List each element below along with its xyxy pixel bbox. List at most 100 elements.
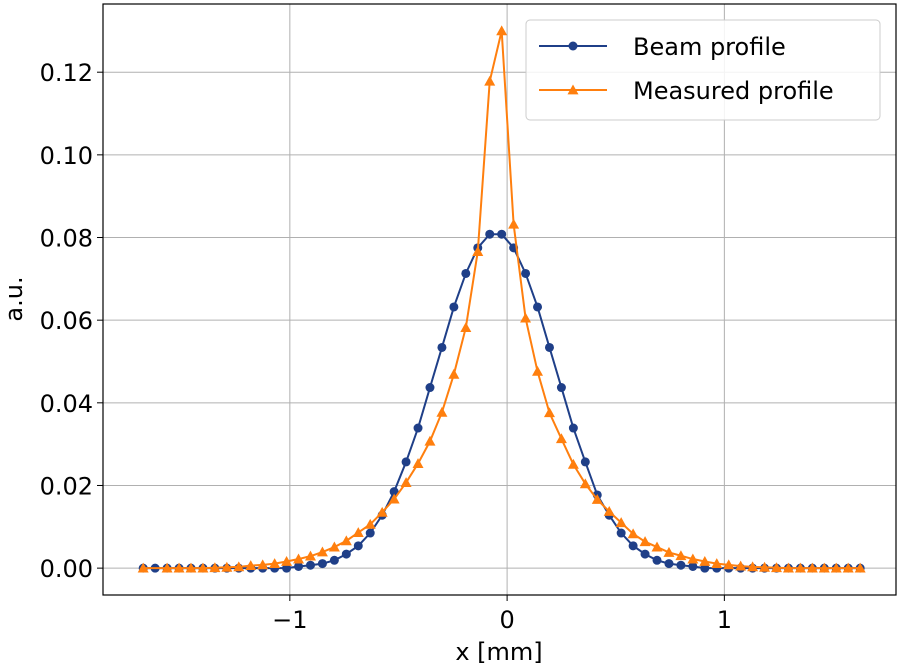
data-point bbox=[413, 423, 423, 433]
data-point bbox=[137, 562, 149, 573]
data-point bbox=[328, 541, 340, 552]
series-line bbox=[143, 233, 861, 570]
data-point bbox=[437, 342, 447, 352]
data-point bbox=[568, 423, 578, 433]
data-point bbox=[221, 561, 233, 572]
data-point bbox=[304, 550, 316, 561]
data-point bbox=[484, 75, 496, 86]
data-point bbox=[616, 528, 626, 538]
data-point bbox=[185, 562, 197, 573]
data-point bbox=[388, 493, 400, 504]
data-point bbox=[830, 562, 842, 573]
data-point bbox=[676, 560, 686, 570]
data-point bbox=[640, 549, 650, 559]
data-point bbox=[257, 559, 269, 570]
series-beam-profile bbox=[138, 229, 865, 573]
x-tick-label: −1 bbox=[272, 606, 307, 634]
data-point bbox=[389, 487, 399, 497]
data-point bbox=[269, 558, 281, 568]
data-point bbox=[497, 229, 507, 239]
y-tick-label: 0.10 bbox=[40, 142, 93, 170]
data-point bbox=[533, 302, 543, 312]
data-point bbox=[688, 561, 698, 571]
data-point bbox=[197, 562, 209, 573]
data-point bbox=[579, 478, 591, 489]
data-point bbox=[556, 383, 566, 393]
axis-ticks: −1 0 1 0.00 0.02 0.04 0.06 0.08 0.10 0.12 bbox=[40, 59, 732, 634]
data-point bbox=[425, 383, 435, 393]
data-point bbox=[364, 518, 376, 529]
y-tick-label: 0.06 bbox=[40, 307, 93, 335]
data-point bbox=[520, 312, 532, 323]
data-point bbox=[305, 560, 315, 570]
plot-area-frame bbox=[102, 3, 897, 596]
data-point bbox=[782, 562, 794, 573]
data-point bbox=[735, 560, 747, 571]
data-point bbox=[759, 561, 771, 572]
data-point bbox=[818, 562, 830, 573]
data-point bbox=[376, 506, 388, 517]
data-point bbox=[664, 559, 674, 569]
y-tick-label: 0.08 bbox=[40, 225, 93, 253]
data-point bbox=[580, 457, 590, 467]
data-point bbox=[555, 433, 567, 444]
data-point bbox=[353, 541, 363, 551]
data-point bbox=[543, 407, 555, 418]
data-series bbox=[137, 25, 866, 573]
y-tick-label: 0.04 bbox=[40, 390, 93, 418]
data-point bbox=[401, 457, 411, 467]
data-point bbox=[544, 342, 554, 352]
legend-triangle-marker bbox=[567, 84, 579, 95]
data-point bbox=[365, 528, 375, 538]
data-point bbox=[532, 365, 544, 376]
data-point bbox=[675, 550, 687, 561]
data-point bbox=[341, 549, 351, 559]
data-point bbox=[317, 559, 327, 569]
data-point bbox=[449, 302, 459, 312]
data-point bbox=[699, 556, 711, 566]
data-point bbox=[461, 268, 471, 278]
legend: Beam profile Measured profile bbox=[525, 19, 881, 121]
legend-label: Measured profile bbox=[633, 77, 834, 105]
data-point bbox=[591, 494, 603, 504]
data-point bbox=[472, 246, 484, 256]
data-point bbox=[424, 435, 436, 446]
x-tick-label: 0 bbox=[499, 606, 514, 634]
data-point bbox=[723, 559, 735, 570]
data-point bbox=[652, 555, 662, 565]
data-point bbox=[294, 561, 304, 571]
data-point bbox=[485, 229, 495, 239]
data-point bbox=[747, 561, 759, 572]
y-tick-label: 0.02 bbox=[40, 472, 93, 500]
data-point bbox=[615, 517, 627, 528]
data-point bbox=[460, 322, 472, 333]
data-point bbox=[173, 562, 185, 573]
legend-box bbox=[525, 19, 881, 121]
data-point bbox=[628, 541, 638, 551]
y-tick-label: 0.00 bbox=[40, 555, 93, 583]
data-point bbox=[603, 506, 615, 516]
data-point bbox=[233, 561, 245, 572]
x-tick-label: 1 bbox=[717, 606, 732, 634]
data-point bbox=[161, 562, 173, 573]
y-tick-label: 0.12 bbox=[40, 59, 93, 87]
data-point bbox=[245, 560, 257, 571]
data-point bbox=[639, 536, 651, 547]
legend-label: Beam profile bbox=[633, 33, 786, 61]
x-axis-label: x [mm] bbox=[455, 638, 542, 666]
data-point bbox=[627, 528, 639, 539]
data-point bbox=[651, 541, 663, 552]
data-point bbox=[842, 562, 854, 573]
data-point bbox=[329, 555, 339, 565]
data-point bbox=[293, 553, 305, 564]
data-point bbox=[340, 535, 352, 546]
data-point bbox=[521, 268, 531, 278]
data-point bbox=[806, 562, 818, 573]
series-measured-profile bbox=[137, 25, 866, 573]
data-point bbox=[567, 458, 579, 469]
data-point bbox=[711, 558, 723, 568]
data-point bbox=[448, 368, 460, 379]
data-point bbox=[687, 553, 699, 564]
data-point bbox=[209, 562, 221, 573]
